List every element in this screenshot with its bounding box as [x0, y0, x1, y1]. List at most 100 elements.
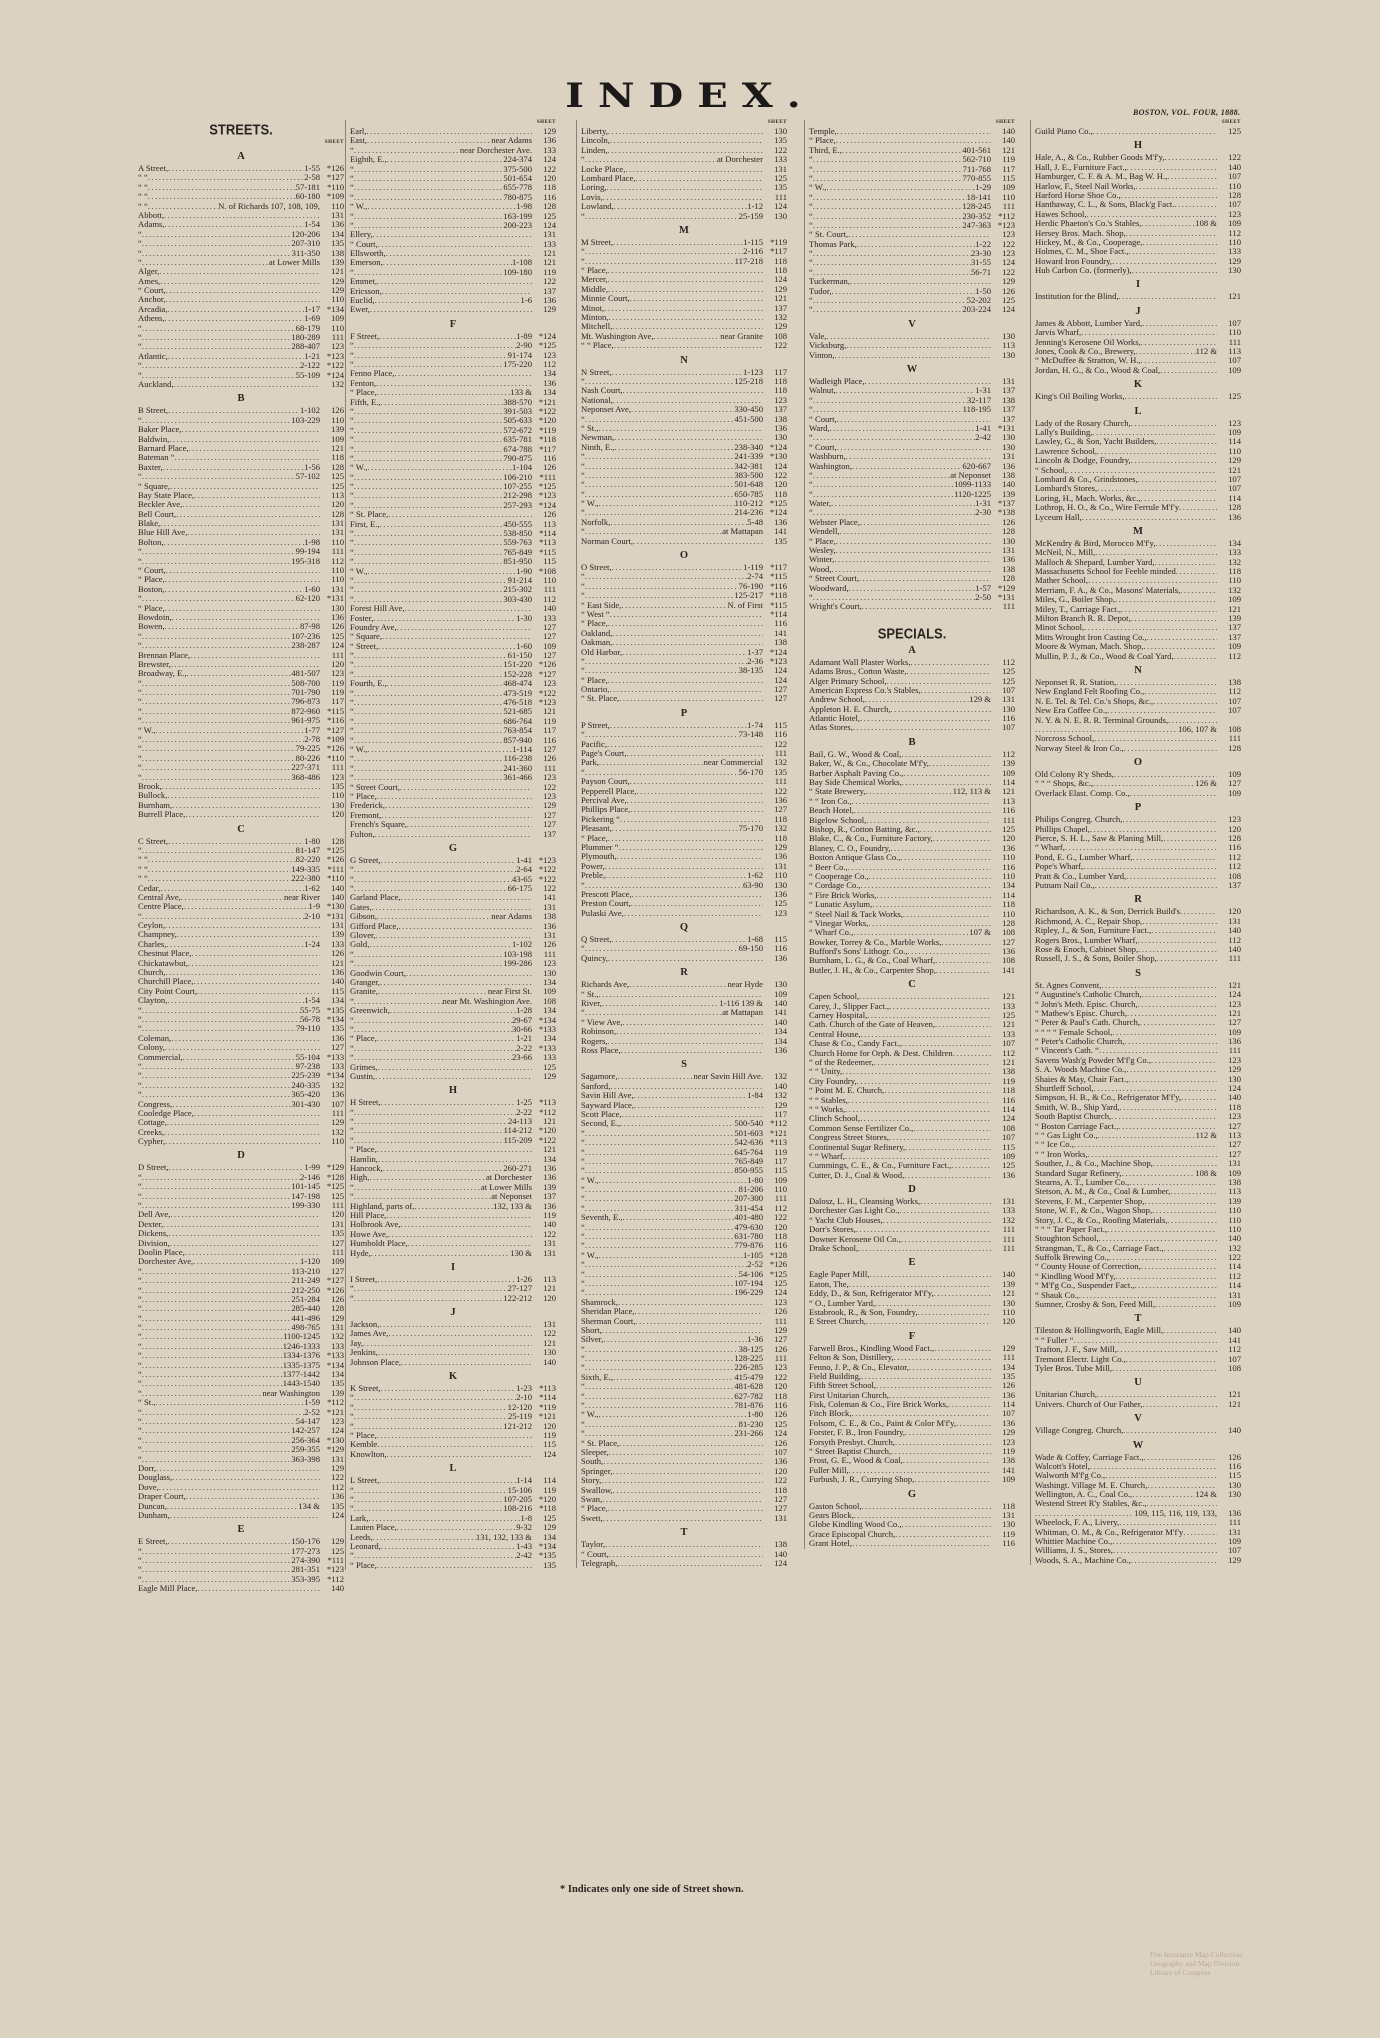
entry-name: Second, E., — [581, 1118, 621, 1129]
index-entry: Village Congreg. Church,140 — [1035, 1425, 1241, 1435]
entry-sheet: 135 — [774, 182, 787, 193]
dot-leader — [142, 1015, 300, 1024]
entry-sheet: 120 — [1002, 1316, 1015, 1327]
entry-sheet: 123 — [1228, 417, 1241, 428]
dot-leader — [354, 1504, 504, 1513]
entry-sheet: *112 — [770, 1118, 787, 1129]
dot-leader — [630, 805, 763, 814]
entry-sheet: 111 — [774, 1315, 787, 1326]
entry-sheet: 116 — [1228, 842, 1241, 853]
entry-name: Park, — [581, 757, 599, 768]
entry-name: Dickens, — [138, 1228, 169, 1239]
entry-name: Moore & Wyman, Mach. Shop, — [1035, 641, 1144, 652]
entry-sheet: 136 — [1002, 1169, 1015, 1180]
entry-name: Bullock, — [138, 790, 168, 801]
dot-leader — [379, 332, 516, 341]
entry-range: 56-78 — [299, 1013, 320, 1024]
index-entry: Granger,134 — [350, 977, 556, 987]
entry-sheet: 109 — [1228, 364, 1241, 375]
entry-sheet: 108 — [1002, 927, 1015, 938]
entry-name: Earl, — [350, 126, 367, 136]
index-entry: “ Lunatic Asylum,118 — [809, 899, 1015, 909]
dot-leader — [608, 1504, 763, 1513]
entry-name: Winter, — [809, 554, 835, 565]
index-entry: “ St. Place,126 — [581, 1438, 787, 1448]
entry-name: Merriam, F. A., & Co., Masons' Materials… — [1035, 584, 1181, 595]
letter-heading: N — [1134, 664, 1142, 676]
entry-sheet: 136 — [774, 888, 787, 899]
entry-sheet: 131 — [331, 1453, 344, 1464]
entry-name: Payson Court, — [581, 776, 630, 787]
entry-name: “ — [350, 864, 354, 875]
dot-leader — [142, 1547, 292, 1556]
entry-range: 2-22 — [516, 1042, 532, 1053]
entry-range: 1100-1245 — [283, 1331, 320, 1342]
entry-sheet: 121 — [1002, 1056, 1015, 1067]
index-entry: 109, 115, 116, 119, 133,136 — [1035, 1508, 1241, 1518]
entry-sheet: 111 — [331, 1200, 344, 1211]
dot-leader — [813, 396, 967, 405]
entry-sheet: 121 — [543, 1116, 556, 1127]
entry-sheet: 111 — [1002, 814, 1015, 825]
dot-leader — [837, 443, 991, 452]
entry-range: 199-330 — [291, 1200, 320, 1211]
entry-range: 2-74 — [747, 571, 763, 582]
entry-sheet: 129 — [1228, 255, 1241, 266]
index-entry: McNeil, N., Mill,133 — [1035, 547, 1241, 557]
entry-name: “ — [138, 1293, 142, 1304]
dot-leader — [165, 921, 320, 930]
dot-leader — [619, 694, 763, 703]
entry-sheet: 135 — [331, 1023, 344, 1034]
entry-name: Q Street, — [581, 934, 612, 945]
entry-name: Burrell Place, — [138, 809, 186, 820]
entry-range: 133 & — [510, 387, 532, 398]
dot-leader — [162, 782, 320, 791]
dot-leader — [585, 1223, 735, 1232]
entry-name: Hyde, — [350, 1247, 371, 1258]
entry-range: 1-37 — [747, 646, 763, 657]
entry-sheet: 136 — [1002, 842, 1015, 853]
letter-heading: I — [450, 1261, 456, 1273]
entry-name: Creeks, — [138, 1126, 165, 1137]
dot-leader — [354, 491, 504, 500]
entry-name: “ — [138, 910, 142, 921]
entry-range: near Adams — [491, 135, 532, 146]
entry-range: 2-122 — [299, 360, 320, 371]
dot-leader — [1140, 1018, 1217, 1027]
entry-name: “ — [809, 295, 813, 306]
entry-name: Bell Court, — [138, 508, 177, 519]
entry-range: 368-486 — [291, 771, 320, 782]
entry-name: “ — [350, 1420, 354, 1431]
entry-name: Harlow, F., Steel Nail Works, — [1035, 180, 1136, 191]
entry-sheet: *134 — [326, 1359, 344, 1370]
dot-leader — [1142, 917, 1217, 926]
dot-leader — [354, 1044, 516, 1053]
entry-name: Farwell Bros., Kindling Wood Fact., — [809, 1342, 935, 1353]
index-entry: Plummer “129 — [581, 842, 787, 852]
dot-leader — [612, 1467, 763, 1476]
index-entry: “ Place,118 — [581, 833, 787, 843]
entry-name: Plymouth, — [581, 851, 617, 862]
entry-range: 1334-1376 — [282, 1350, 320, 1361]
entry-sheet: *117 — [539, 443, 556, 454]
entry-sheet: 129 — [331, 1312, 344, 1323]
entry-sheet: 110 — [1002, 852, 1015, 863]
entry-sheet: 121 — [1228, 979, 1241, 990]
entry-name: Hill Place, — [350, 1209, 387, 1220]
dot-leader — [632, 890, 763, 899]
dot-leader — [614, 202, 748, 211]
index-entry: D Street,1-99*129 — [138, 1163, 344, 1173]
entry-range: at Dorchester — [716, 154, 763, 165]
index-entry: Ames,129 — [138, 276, 344, 286]
entry-range: 1-24 — [304, 938, 320, 949]
entry-sheet: 129 — [331, 285, 344, 296]
index-entry: “ Court,130 — [809, 442, 1015, 452]
entry-name: Holbrook Ave, — [350, 1219, 401, 1230]
